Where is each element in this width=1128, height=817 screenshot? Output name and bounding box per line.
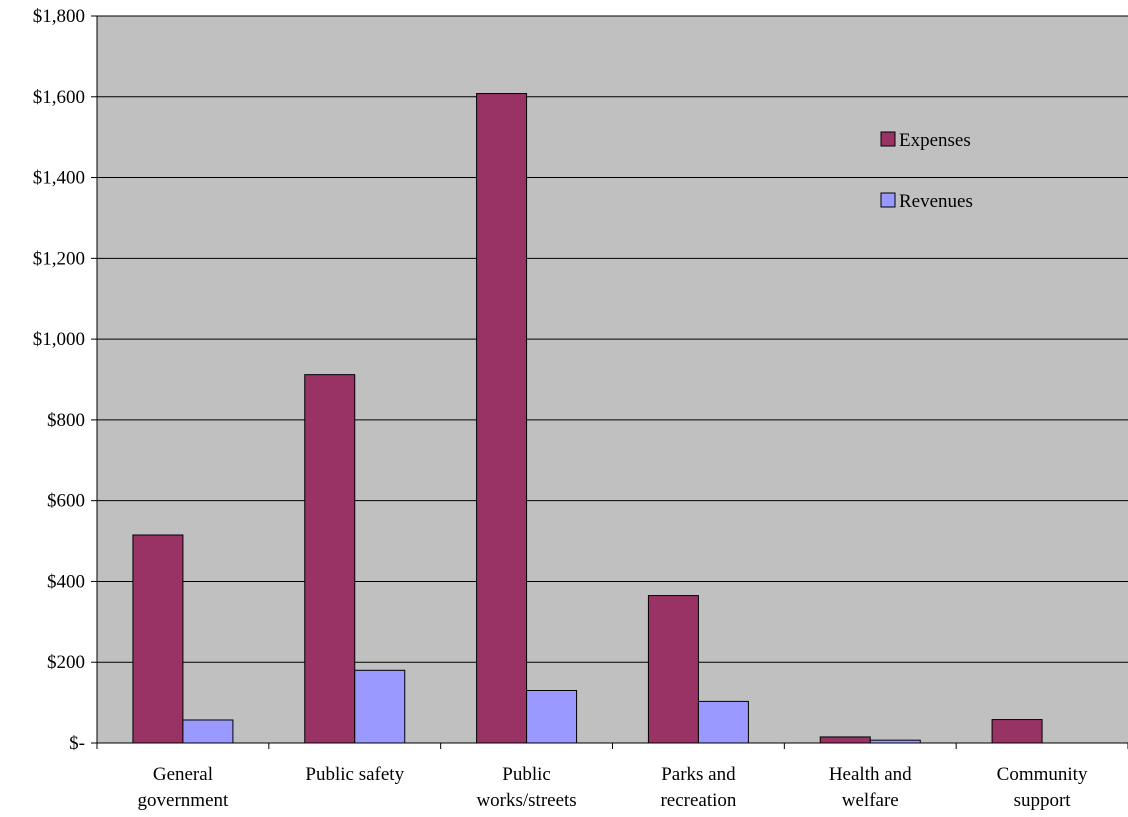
bar-expenses xyxy=(132,534,184,744)
y-tick-label: $1,200 xyxy=(33,248,85,269)
y-tick-label: $800 xyxy=(47,410,85,431)
legend-swatch-revenues xyxy=(880,192,896,208)
plot-area xyxy=(97,16,1128,743)
x-category-label: General xyxy=(153,764,213,785)
y-tick-label: $400 xyxy=(47,571,85,592)
y-tick-label: $200 xyxy=(47,652,85,673)
bar-revenues xyxy=(526,689,578,744)
x-category-label: government xyxy=(138,790,229,811)
x-category-label: recreation xyxy=(660,790,736,811)
bar-expenses xyxy=(476,93,528,744)
legend-label-expenses: Expenses xyxy=(899,130,971,151)
axes xyxy=(91,15,1128,749)
y-tick-label: $1,600 xyxy=(33,87,85,108)
bar-expenses xyxy=(819,736,871,744)
bar-expenses xyxy=(647,595,699,744)
bar-revenues xyxy=(354,669,406,744)
x-category-label: works/streets xyxy=(476,790,576,811)
y-tick-label: $- xyxy=(69,733,85,754)
x-category-label: Community xyxy=(997,764,1088,785)
bar-expenses xyxy=(304,374,356,744)
y-tick-label: $1,000 xyxy=(33,329,85,350)
x-category-label: Public safety xyxy=(305,764,404,785)
x-category-label: support xyxy=(1014,790,1072,811)
x-category-label: Parks and xyxy=(661,764,736,785)
gridlines xyxy=(97,15,1128,663)
bars xyxy=(132,93,1043,744)
bar-revenues xyxy=(182,719,234,744)
x-category-label: Health and xyxy=(829,764,912,785)
y-axis-tick-labels: $- $200 $400 $600 $800 $1,000 $1,200 $1,400 $1,6… xyxy=(33,6,85,754)
y-tick-label: $600 xyxy=(47,491,85,512)
bar-revenues xyxy=(697,700,749,744)
x-category-label: Public xyxy=(502,764,551,785)
bar-expenses xyxy=(991,719,1043,744)
legend: Expenses Revenues xyxy=(880,130,973,212)
legend-label-revenues: Revenues xyxy=(899,191,973,212)
y-tick-label: $1,800 xyxy=(33,6,85,27)
x-axis-category-labels: General government Public safety Public work… xyxy=(138,764,1088,811)
y-tick-label: $1,400 xyxy=(33,168,85,189)
legend-swatch-expenses xyxy=(880,131,896,147)
x-category-label: welfare xyxy=(842,790,899,811)
